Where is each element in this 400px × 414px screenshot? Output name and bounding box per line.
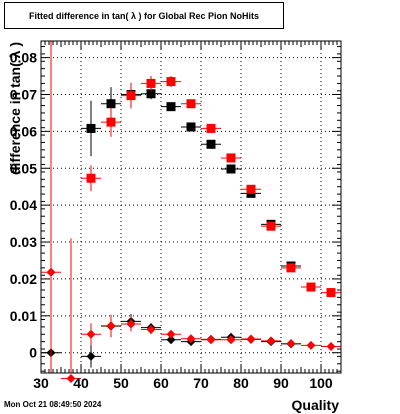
data-point-square (166, 102, 176, 112)
data-point-diamond (106, 321, 116, 331)
data-point-diamond (226, 335, 236, 345)
x-tick-label: 90 (273, 375, 289, 391)
y-tick-label: 0.05 (10, 160, 37, 176)
data-point-diamond (66, 374, 76, 384)
data-point-diamond (86, 351, 96, 361)
data-point-diamond (306, 340, 316, 350)
data-point-square (126, 91, 136, 101)
x-tick-label: 80 (233, 375, 249, 391)
data-point-diamond (286, 338, 296, 348)
data-point-square (206, 139, 216, 149)
x-tick-label: 40 (73, 375, 89, 391)
marks-layer (41, 41, 341, 384)
data-point-square (226, 164, 236, 174)
y-axis-label: difference in tan( λ ) (7, 42, 23, 175)
data-point-square (186, 122, 196, 132)
y-tick-label: 0.08 (10, 50, 37, 66)
y-tick-label: 0.03 (10, 234, 37, 250)
data-point-diamond (126, 319, 136, 329)
plot-frame (40, 40, 342, 374)
y-tick-label: 0.06 (10, 123, 37, 139)
data-point-square (286, 263, 296, 273)
data-point-diamond (186, 334, 196, 344)
data-point-square (246, 184, 256, 194)
grid-layer (41, 41, 341, 373)
data-point-diamond (86, 329, 96, 339)
x-tick-label: 70 (193, 375, 209, 391)
data-point-diamond (246, 334, 256, 344)
data-point-diamond (326, 341, 336, 351)
data-point-square (106, 99, 116, 109)
timestamp: Mon Oct 21 08:49:50 2024 (4, 400, 102, 409)
x-tick-label: 50 (113, 375, 129, 391)
y-tick-label: 0.07 (10, 86, 37, 102)
data-point-square (306, 282, 316, 292)
data-point-square (146, 78, 156, 88)
chart-title: Fitted difference in tan( λ ) for Global… (28, 10, 260, 21)
data-point-diamond (266, 336, 276, 346)
x-tick-label: 100 (309, 375, 333, 391)
data-point-square (86, 123, 96, 133)
data-point-diamond (206, 335, 216, 345)
data-point-square (146, 89, 156, 99)
data-point-square (226, 153, 236, 163)
data-point-diamond (46, 267, 56, 277)
data-point-diamond (166, 329, 176, 339)
chart-title-box: Fitted difference in tan( λ ) for Global… (4, 2, 284, 29)
data-point-square (206, 123, 216, 133)
x-axis-label: Quality (292, 397, 340, 413)
data-point-square (86, 173, 96, 183)
data-point-square (186, 99, 196, 109)
y-tick-label: 0.04 (10, 197, 37, 213)
data-point-square (106, 117, 116, 127)
y-tick-label: 0.02 (10, 271, 37, 287)
data-point-square (326, 288, 336, 298)
x-tick-label: 60 (153, 375, 169, 391)
data-point-square (166, 77, 176, 87)
x-tick-label: 30 (33, 375, 49, 391)
data-point-diamond (166, 335, 176, 345)
y-tick-label: 0 (29, 345, 37, 361)
data-point-diamond (146, 324, 156, 334)
axis-layer: 30 40 50 60 70 80 90 100 0 0.01 0.02 0.03 0.04 0.05 0.… (10, 41, 341, 391)
y-tick-label: 0.01 (10, 308, 37, 324)
data-point-square (266, 221, 276, 231)
